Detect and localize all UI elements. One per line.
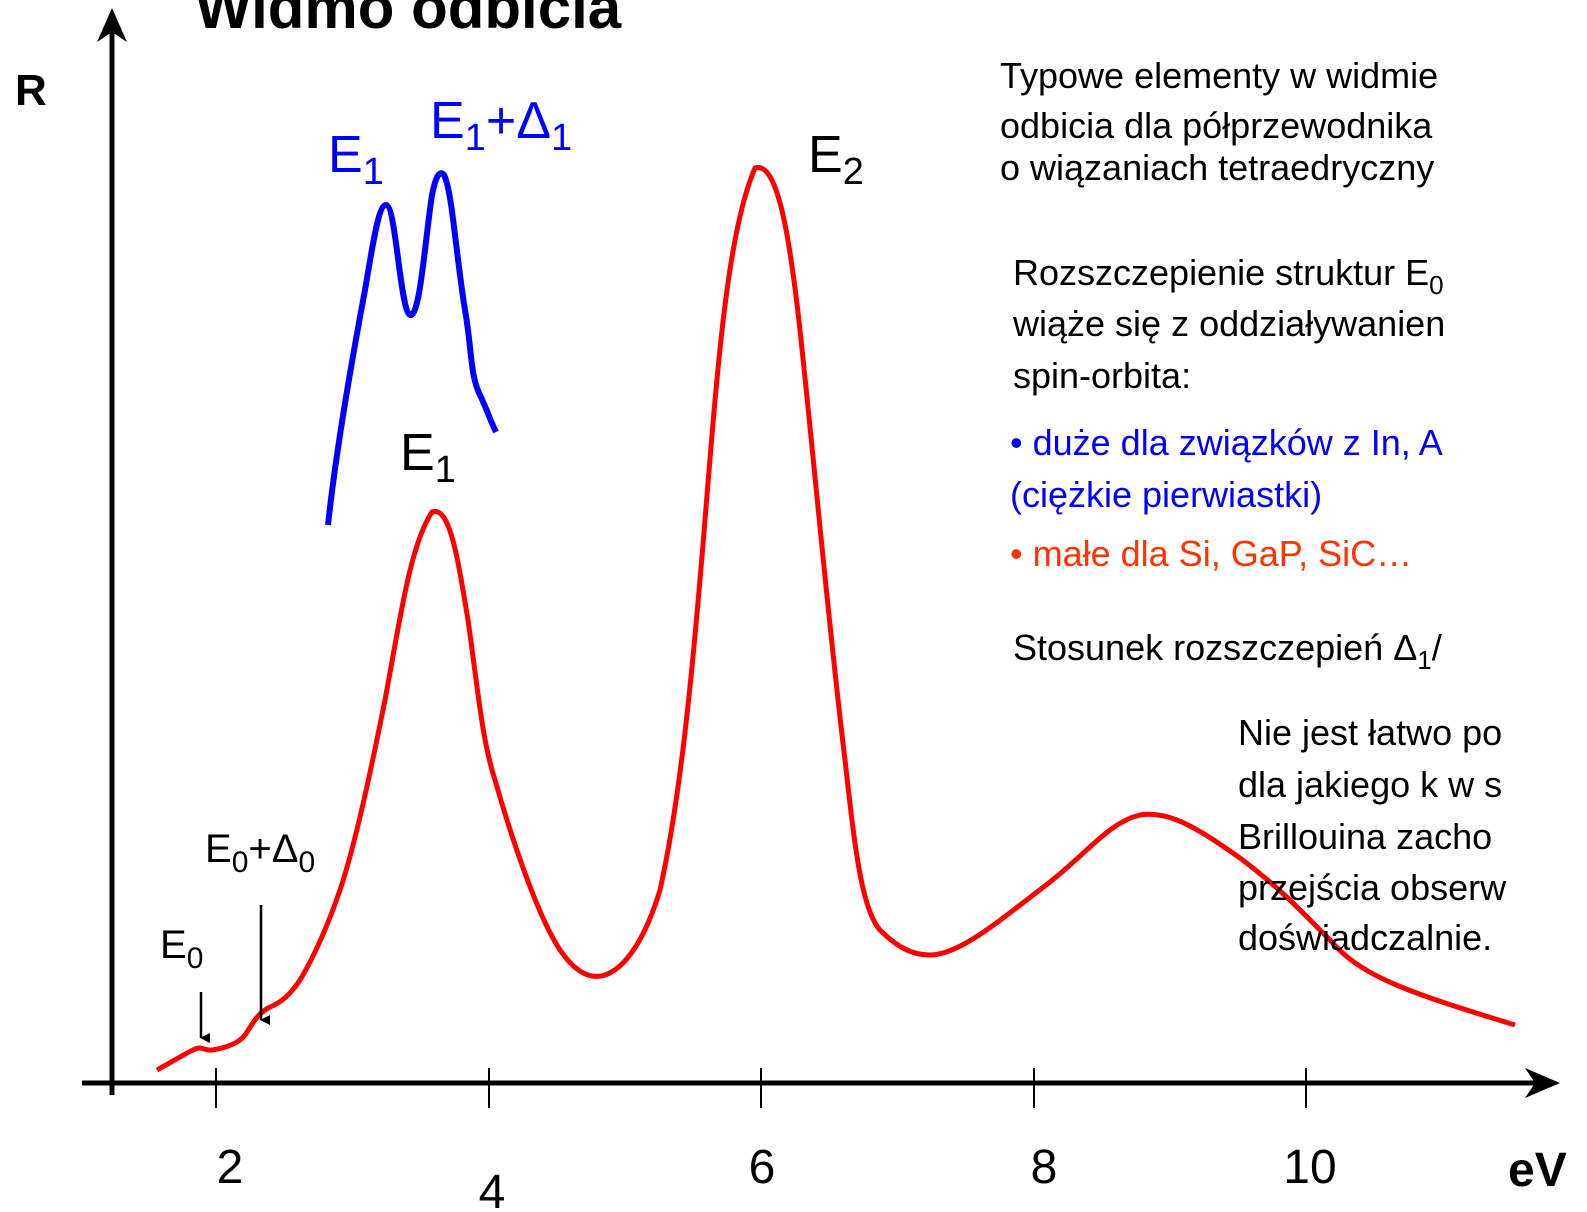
label-sub: 1 — [551, 117, 572, 159]
text-part: Stosunek rozszczepień Δ — [1013, 627, 1417, 668]
bullet: (ciężkie pierwiastki) — [1010, 474, 1322, 515]
label-part: +Δ — [486, 92, 551, 150]
peak-label: E1 — [328, 126, 384, 193]
text-line: wiąże się z oddziaływanien — [1012, 303, 1445, 344]
text-line: Brillouina zacho — [1238, 816, 1492, 857]
text-part: / — [1432, 627, 1442, 668]
label-sub: 0 — [187, 942, 204, 975]
x-tick-label: 2 — [217, 1141, 244, 1194]
blue-spectrum — [325, 170, 499, 526]
text-line: Rozszczepienie struktur E0 — [1013, 252, 1444, 300]
text-line: odbicia dla półprzewodnika — [1000, 105, 1433, 146]
text-line: dla jakiego k w s — [1238, 764, 1502, 805]
peak-label: E0 — [160, 923, 203, 975]
text-line: o wiązaniach tetraedryczny — [1000, 147, 1434, 188]
bullet: • małe dla Si, GaP, SiC… — [1010, 533, 1412, 574]
peak-label: E1 — [400, 424, 456, 491]
text-line: Stosunek rozszczepień Δ1/ — [1013, 627, 1442, 675]
label-sub: 0 — [232, 846, 249, 879]
x-tick-label: 6 — [749, 1141, 776, 1194]
label-sub: 1 — [435, 449, 456, 491]
x-tick-label: 8 — [1031, 1141, 1058, 1194]
text-line: Nie jest łatwo po — [1238, 712, 1502, 753]
label-part: E — [328, 126, 363, 184]
label-part: E — [808, 126, 843, 184]
label-sub: 0 — [298, 846, 315, 879]
title: Widmo odbicia — [195, 0, 622, 41]
text-line: przejścia obserw — [1238, 867, 1507, 908]
text-line: spin-orbita: — [1013, 355, 1191, 396]
y-label: R — [15, 66, 47, 115]
text-line: doświadczalnie. — [1238, 917, 1492, 958]
x-label: eV — [1508, 1144, 1567, 1197]
label-part: +Δ — [248, 827, 298, 871]
text-part: Rozszczepienie struktur E — [1013, 252, 1429, 293]
text-line: Typowe elementy w widmie — [1000, 55, 1438, 96]
label-part: E — [430, 92, 465, 150]
red-spectrum — [155, 165, 1516, 1073]
x-arrow — [1525, 1068, 1560, 1098]
peak-label: E1+Δ1 — [430, 92, 572, 159]
text-sub: 0 — [1429, 270, 1443, 300]
y-arrow — [97, 8, 127, 42]
peak-label: E2 — [808, 126, 864, 193]
text-sub: 1 — [1417, 645, 1431, 675]
x-tick-label: 10 — [1283, 1141, 1336, 1194]
label-part: E — [160, 923, 187, 967]
peak-label: E0+Δ0 — [205, 827, 315, 879]
label-sub: 1 — [465, 117, 486, 159]
tick-marks — [215, 1068, 1307, 1108]
bullet: • duże dla związków z In, A — [1010, 422, 1443, 463]
label-part: E — [400, 424, 435, 482]
label-part: E — [205, 827, 232, 871]
label-sub: 1 — [363, 151, 384, 193]
label-sub: 2 — [843, 151, 864, 193]
x-tick-label: 4 — [479, 1166, 506, 1212]
